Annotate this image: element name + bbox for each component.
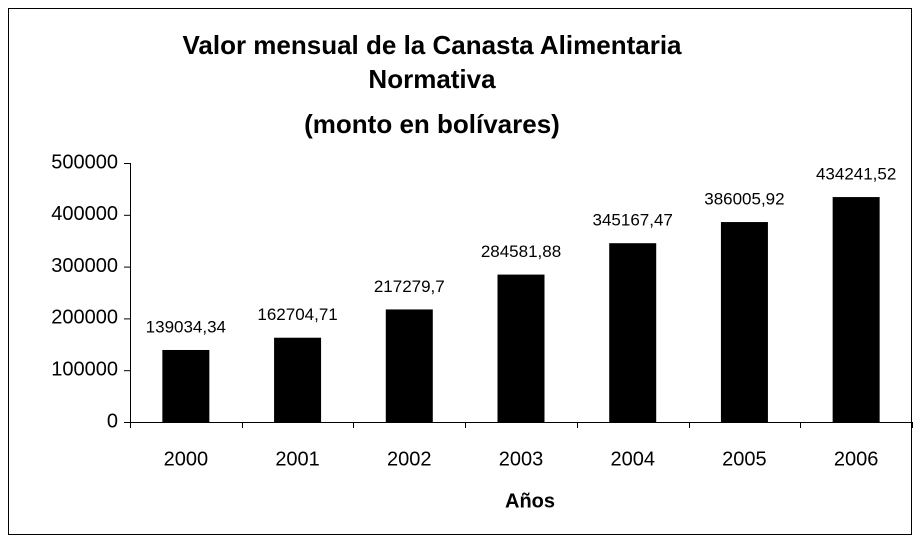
value-label: 217279,7	[374, 277, 445, 296]
value-label: 386005,92	[704, 190, 784, 209]
y-tick-label: 0	[107, 410, 118, 432]
bar	[162, 349, 210, 422]
bar	[832, 197, 880, 422]
x-tick-label: 2001	[275, 448, 320, 470]
x-tick-label: 2004	[610, 448, 655, 470]
y-tick-label: 100000	[51, 358, 118, 380]
chart-subtitle: (monto en bolívares)	[304, 109, 560, 139]
bar	[385, 309, 433, 422]
y-tick-label: 300000	[51, 255, 118, 277]
y-tick-label: 500000	[51, 151, 118, 173]
bar	[720, 222, 768, 422]
y-tick-label: 200000	[51, 307, 118, 329]
value-label: 434241,52	[816, 165, 896, 184]
x-axis-label: Años	[505, 490, 555, 512]
value-label: 162704,71	[257, 305, 337, 324]
x-tick-label: 2002	[387, 448, 432, 470]
bar	[609, 243, 657, 422]
value-label: 284581,88	[481, 242, 561, 261]
x-tick-label: 2005	[722, 448, 767, 470]
x-tick-label: 2003	[499, 448, 544, 470]
bar	[274, 337, 322, 422]
chart-title: Normativa	[368, 64, 496, 94]
x-tick-label: 2006	[834, 448, 879, 470]
bar	[497, 274, 545, 422]
value-label: 345167,47	[593, 211, 673, 230]
value-label: 139034,34	[146, 317, 226, 336]
chart-title: Valor mensual de la Canasta Alimentaria	[182, 30, 682, 60]
y-tick-label: 400000	[51, 203, 118, 225]
x-tick-label: 2000	[164, 448, 209, 470]
